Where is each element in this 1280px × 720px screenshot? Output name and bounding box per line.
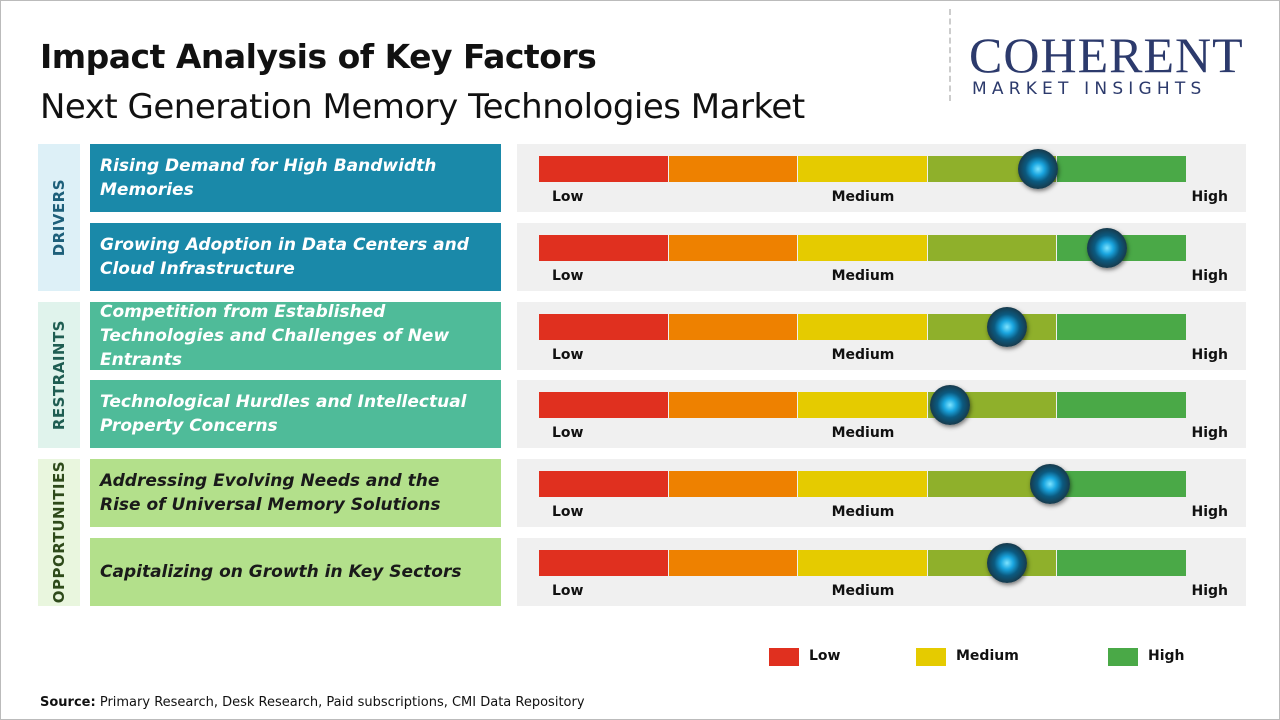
scale-label: Low bbox=[552, 425, 584, 442]
logo-tagline: MARKET INSIGHTS bbox=[972, 79, 1207, 99]
gauge: Low Medium High bbox=[517, 301, 1246, 370]
scale-label: Low bbox=[552, 346, 584, 363]
scale-segment bbox=[539, 234, 668, 261]
scale-label: Medium bbox=[831, 425, 895, 442]
gauge: Low Medium High bbox=[517, 538, 1246, 606]
impact-knob bbox=[1086, 227, 1127, 268]
factor-card: Rising Demand for High Bandwidth Memorie… bbox=[90, 144, 501, 212]
subtitle: Next Generation Memory Technologies Mark… bbox=[40, 87, 805, 127]
group-name: OPPORTUNITIES bbox=[50, 461, 68, 604]
divider bbox=[949, 9, 951, 101]
source-text: Primary Research, Desk Research, Paid su… bbox=[99, 695, 585, 710]
factor-card: Addressing Evolving Needs and the Rise o… bbox=[90, 459, 501, 528]
scale-label: High bbox=[1191, 267, 1228, 284]
group-name: RESTRAINTS bbox=[50, 319, 68, 431]
legend-label: Medium bbox=[956, 648, 1019, 664]
scale-segment bbox=[539, 156, 668, 182]
scale-segment bbox=[539, 313, 668, 340]
impact-knob bbox=[929, 385, 970, 426]
legend-label: Low bbox=[809, 648, 841, 664]
scale-segment bbox=[668, 313, 798, 340]
scale-segment bbox=[539, 392, 668, 419]
scale-segment bbox=[798, 392, 927, 419]
scale-segment bbox=[798, 550, 927, 576]
scale-label: Low bbox=[552, 583, 584, 599]
scale-label: Medium bbox=[831, 583, 895, 599]
scale-label: Low bbox=[552, 267, 584, 284]
scale-segment bbox=[798, 156, 927, 182]
scale-segment bbox=[1057, 392, 1186, 419]
scale-label: Medium bbox=[831, 504, 895, 521]
logo-name: COHERENT bbox=[969, 27, 1244, 83]
scale-segment bbox=[539, 550, 668, 576]
scale-segment bbox=[798, 234, 927, 261]
scale-segment bbox=[1057, 313, 1186, 340]
scale-segment bbox=[668, 471, 798, 498]
legend-swatch bbox=[916, 648, 946, 666]
scale-segment bbox=[668, 156, 798, 182]
group-box: DRIVERS bbox=[38, 144, 80, 291]
scale-segment bbox=[1057, 550, 1186, 576]
title: Impact Analysis of Key Factors bbox=[40, 37, 597, 76]
scale-label: Medium bbox=[831, 346, 895, 363]
scale-segment bbox=[927, 234, 1057, 261]
legend-swatch bbox=[769, 648, 799, 666]
gauge: Low Medium High bbox=[517, 144, 1246, 212]
scale-segment bbox=[1057, 471, 1186, 498]
scale-segment bbox=[539, 471, 668, 498]
scale-segment bbox=[668, 234, 798, 261]
scale-label: Medium bbox=[831, 267, 895, 284]
scale-segment bbox=[798, 471, 927, 498]
scale-segment bbox=[668, 550, 798, 576]
factor-card: Capitalizing on Growth in Key Sectors bbox=[90, 538, 501, 606]
legend-swatch bbox=[1108, 648, 1138, 666]
legend-label: High bbox=[1148, 648, 1185, 664]
gauge: Low Medium High bbox=[517, 380, 1246, 449]
factor-card: Growing Adoption in Data Centers and Clo… bbox=[90, 222, 501, 291]
source-label: Source: bbox=[40, 695, 96, 710]
scale-segment bbox=[798, 313, 927, 340]
impact-knob bbox=[1017, 149, 1058, 189]
scale-label: Low bbox=[552, 504, 584, 521]
gauge: Low Medium High bbox=[517, 459, 1246, 528]
scale-label: High bbox=[1191, 346, 1228, 363]
scale-label: High bbox=[1191, 504, 1228, 521]
scale-label: High bbox=[1191, 189, 1228, 205]
scale-label: High bbox=[1191, 583, 1228, 599]
impact-knob bbox=[986, 306, 1027, 347]
factor-card: Technological Hurdles and Intellectual P… bbox=[90, 380, 501, 449]
source: Source: Primary Research, Desk Research,… bbox=[40, 695, 585, 710]
group-box: OPPORTUNITIES bbox=[38, 459, 80, 606]
scale-label: Low bbox=[552, 189, 584, 205]
group-name: DRIVERS bbox=[50, 178, 68, 257]
gauge: Low Medium High bbox=[517, 222, 1246, 291]
group-box: RESTRAINTS bbox=[38, 301, 80, 449]
scale-label: Medium bbox=[831, 189, 895, 205]
impact-knob bbox=[986, 543, 1027, 583]
scale-label: High bbox=[1191, 425, 1228, 442]
scale-segment bbox=[1057, 156, 1186, 182]
factor-card: Competition from Established Technologie… bbox=[90, 301, 501, 370]
impact-knob bbox=[1029, 464, 1070, 505]
scale-segment bbox=[668, 392, 798, 419]
